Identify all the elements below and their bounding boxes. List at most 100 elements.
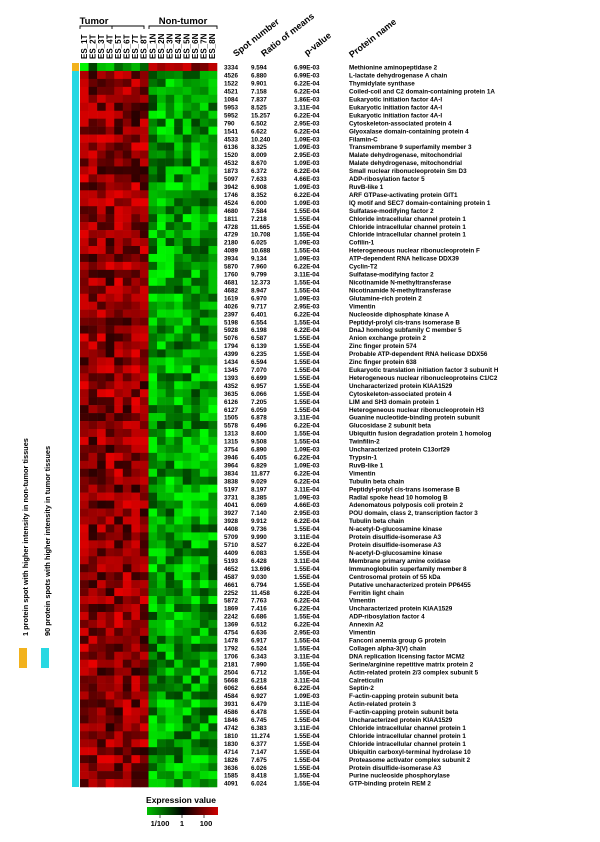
heatmap-cell bbox=[191, 349, 201, 358]
heatmap-cell bbox=[139, 190, 149, 199]
heatmap-cell bbox=[191, 779, 201, 788]
heatmap-cell bbox=[191, 588, 201, 597]
row-ratio: 11.665 bbox=[251, 224, 270, 231]
heatmap-cell bbox=[80, 691, 89, 700]
heatmap-cell bbox=[139, 86, 149, 96]
heatmap-cell bbox=[208, 604, 218, 613]
heatmap-cell bbox=[199, 572, 209, 581]
row-protein-name: Radial spoke head 10 homolog B bbox=[349, 494, 448, 501]
heatmap-cell bbox=[165, 564, 175, 573]
heatmap-cell bbox=[182, 548, 192, 557]
heatmap-cell bbox=[148, 508, 158, 517]
heatmap-cell bbox=[191, 611, 201, 621]
heatmap-cell bbox=[182, 428, 192, 438]
heatmap-cell bbox=[131, 564, 141, 573]
heatmap-cell bbox=[80, 484, 89, 493]
heatmap-cell bbox=[88, 230, 98, 239]
heatmap-cell bbox=[182, 150, 192, 159]
heatmap-cell bbox=[191, 285, 201, 295]
heatmap-cell bbox=[105, 484, 115, 493]
row-spot-number: 3928 bbox=[224, 518, 239, 525]
heatmap-cell bbox=[165, 333, 175, 342]
row-protein-name: Peptidyl-prolyl cis-trans isomerase B bbox=[349, 319, 460, 326]
heatmap-cell bbox=[80, 261, 89, 271]
heatmap-cell bbox=[199, 293, 209, 302]
heatmap-cell bbox=[105, 436, 115, 446]
heatmap-cell bbox=[139, 524, 149, 533]
heatmap-cell bbox=[182, 667, 192, 676]
heatmap-cell bbox=[182, 158, 192, 167]
heatmap-cell bbox=[114, 564, 124, 573]
heatmap-cell bbox=[105, 779, 115, 788]
heatmap-cell bbox=[88, 126, 98, 135]
heatmap-cell bbox=[157, 659, 166, 668]
heatmap-cell bbox=[208, 548, 218, 557]
heatmap-cell bbox=[97, 317, 106, 326]
heatmap-cell bbox=[139, 659, 149, 668]
heatmap-cell bbox=[88, 468, 98, 478]
row-p-value: 6.22E-04 bbox=[294, 518, 320, 525]
heatmap-cell bbox=[174, 349, 184, 358]
row-p-value: 1.55E-04 bbox=[294, 319, 320, 326]
heatmap-cell bbox=[105, 699, 115, 708]
row-protein-name: Cytoskeleton-associated protein 4 bbox=[349, 120, 452, 127]
heatmap-cell bbox=[191, 222, 201, 231]
row-spot-number: 5668 bbox=[224, 677, 239, 684]
row-ratio: 6.745 bbox=[251, 717, 267, 724]
row-ratio: 6.664 bbox=[251, 685, 267, 692]
heatmap-cell bbox=[97, 484, 106, 493]
heatmap-cell bbox=[122, 158, 132, 167]
heatmap-cell bbox=[208, 182, 218, 191]
heatmap-cell bbox=[97, 253, 106, 263]
row-spot-number: 4754 bbox=[224, 630, 239, 637]
heatmap-cell bbox=[157, 301, 166, 310]
heatmap-cell bbox=[88, 214, 98, 223]
heatmap-cell bbox=[139, 110, 149, 119]
heatmap-cell bbox=[139, 484, 149, 493]
heatmap-cell bbox=[148, 516, 158, 525]
heatmap-cell bbox=[122, 516, 132, 525]
heatmap-cell bbox=[139, 94, 149, 104]
heatmap-cell bbox=[88, 63, 98, 72]
sample-label: ES_5T bbox=[114, 34, 123, 59]
heatmap-cell bbox=[199, 460, 209, 470]
heatmap-cell bbox=[122, 468, 132, 478]
row-protein-name: Peptidyl-prolyl cis-trans isomerase B bbox=[349, 486, 460, 493]
row-p-value: 6.22E-04 bbox=[294, 542, 320, 549]
row-p-value: 6.22E-04 bbox=[294, 423, 320, 430]
heatmap-cell bbox=[139, 198, 149, 207]
heatmap-cell bbox=[165, 134, 175, 143]
heatmap-cell bbox=[80, 365, 89, 374]
heatmap-cell bbox=[182, 277, 192, 287]
heatmap-cell bbox=[199, 333, 209, 342]
heatmap-cell bbox=[88, 198, 98, 207]
heatmap-cell bbox=[199, 214, 209, 223]
heatmap-cell bbox=[131, 627, 141, 637]
heatmap-cell bbox=[208, 110, 218, 119]
heatmap-cell bbox=[114, 556, 124, 565]
row-p-value: 3.11E-04 bbox=[294, 104, 320, 111]
row-spot-number: 790 bbox=[224, 120, 235, 127]
heatmap-cell bbox=[165, 659, 175, 668]
heatmap-cell bbox=[114, 142, 124, 151]
heatmap-cell bbox=[157, 723, 166, 732]
heatmap-cell bbox=[199, 436, 209, 446]
heatmap-cell bbox=[88, 779, 98, 788]
row-protein-name: Guanine nucleotide-binding protein subun… bbox=[349, 415, 481, 422]
heatmap-cell bbox=[131, 604, 141, 613]
row-protein-name: Malate dehydrogenase, mitochondrial bbox=[349, 160, 462, 167]
heatmap-cell bbox=[88, 707, 98, 716]
row-spot-number: 3731 bbox=[224, 494, 239, 501]
heatmap-cell bbox=[114, 715, 124, 724]
heatmap-cell bbox=[114, 413, 124, 422]
heatmap-cell bbox=[114, 78, 124, 88]
heatmap-cell bbox=[139, 771, 149, 780]
heatmap-cell bbox=[114, 675, 124, 684]
row-protein-name: Anion exchange protein 2 bbox=[349, 335, 426, 342]
heatmap-cell bbox=[122, 230, 132, 239]
heatmap-cell bbox=[105, 460, 115, 470]
row-ratio: 7.218 bbox=[251, 216, 267, 223]
row-ratio: 7.147 bbox=[251, 749, 267, 756]
heatmap-cell bbox=[114, 667, 124, 676]
heatmap-cell bbox=[97, 643, 106, 653]
